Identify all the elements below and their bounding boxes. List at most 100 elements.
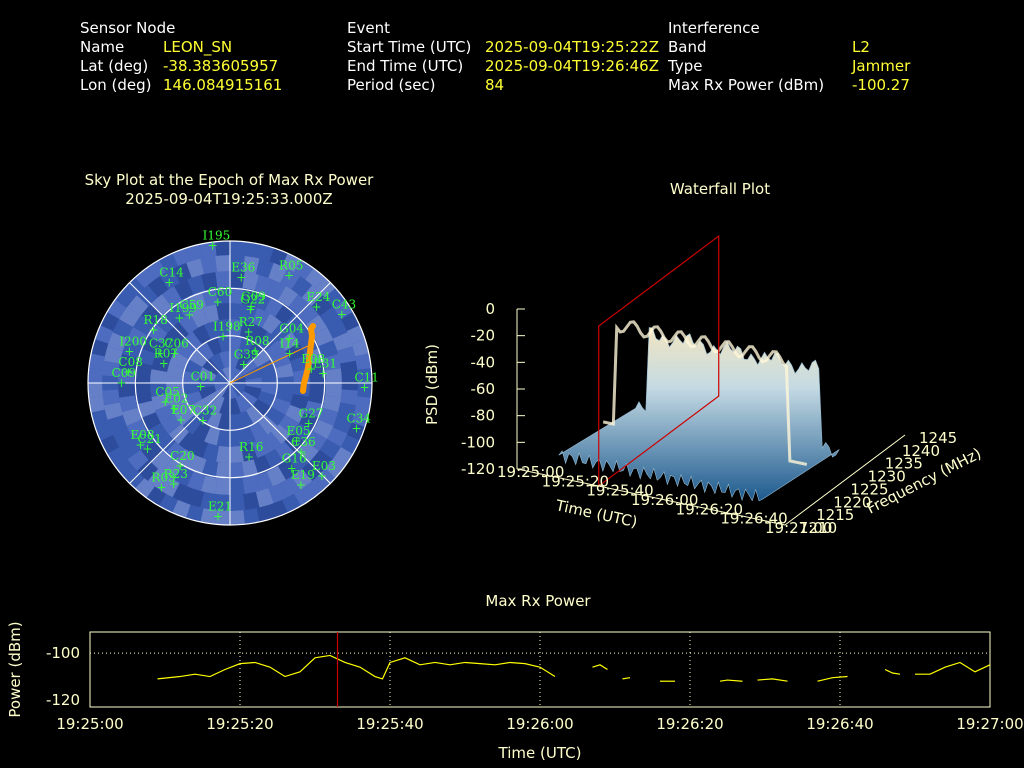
sky-cell (217, 413, 230, 431)
sky-cell (112, 319, 134, 339)
sky-cell (88, 353, 105, 370)
sky-cell (230, 383, 246, 391)
sky-cell (154, 432, 176, 454)
sky-cell (201, 288, 219, 307)
sky-cell (174, 466, 194, 487)
sky-cell (242, 271, 259, 291)
sky-cell (172, 262, 192, 283)
power-axis-label: Power (dBm) (6, 621, 24, 717)
sky-cell (230, 478, 245, 495)
sky-cell (151, 355, 170, 372)
time-tick-label: 19:26:40 (720, 510, 787, 528)
sky-cell (242, 475, 259, 495)
satellite-marker: + (284, 331, 294, 345)
sky-cell (230, 287, 245, 304)
satellite-marker: + (208, 239, 218, 253)
sky-cell (209, 352, 225, 371)
sky-cell (230, 462, 245, 479)
sky-cell (214, 383, 230, 391)
interference-type-value: Jammer (852, 57, 911, 75)
sky-cell (292, 423, 314, 443)
time-tick-label: 19:27:00 (765, 519, 832, 537)
sky-cell (133, 431, 154, 452)
sky-cell (183, 391, 203, 407)
satellite-marker: + (198, 413, 208, 427)
maxpower-plot: -100 -120 19:25:00 19:25:20 19:25:40 19:26:00… (6, 621, 1024, 762)
satellite-label: C59 (179, 298, 203, 312)
sensor-heading: Sensor Node (80, 19, 176, 37)
sky-cell (198, 385, 217, 399)
sky-cell (319, 306, 341, 327)
satellite-marker: + (169, 347, 179, 361)
time-axis-label: Time (UTC) (553, 496, 639, 531)
sky-cell (313, 327, 334, 347)
sky-cell (260, 383, 278, 396)
sky-cell (235, 395, 251, 414)
sky-cell (182, 415, 202, 435)
time-tick-label: 19:26:40 (806, 715, 873, 733)
sky-cell (222, 367, 230, 383)
sky-cell (230, 241, 246, 256)
sky-cell (215, 478, 230, 495)
sky-cell (190, 438, 209, 459)
satellite-marker: + (296, 445, 306, 459)
sky-cell (200, 241, 217, 258)
sky-cell (112, 427, 134, 447)
time-tick-label: 19:25:20 (206, 715, 273, 733)
satellite-label: I200 (119, 335, 147, 349)
satellite-label: G39 (234, 347, 259, 361)
sky-cell (103, 346, 123, 364)
satellite-label: E02 (164, 392, 188, 406)
sky-cell (121, 407, 142, 426)
sky-cell (260, 370, 278, 383)
sky-cell (133, 314, 154, 335)
satellite-label: G22 (240, 293, 265, 307)
sensor-name-value: LEON_SN (163, 38, 233, 56)
sky-cell (265, 407, 286, 426)
psd-tick-label: -60 (471, 380, 496, 398)
event-start-value: 2025-09-04T19:25:22Z (485, 38, 659, 56)
sky-cell (202, 391, 220, 408)
sky-cell (326, 319, 348, 339)
frequency-tick-label: 1210 (799, 519, 837, 537)
sky-cell (243, 508, 260, 525)
sky-cell (337, 402, 357, 420)
sky-cell (243, 385, 262, 399)
satellite-marker: + (244, 325, 254, 339)
satellite-marker: + (123, 365, 133, 379)
sky-cell (174, 279, 194, 300)
sky-cell (209, 395, 225, 414)
satellite-marker: + (317, 469, 327, 483)
sky-cell (134, 361, 153, 378)
sky-cell (332, 415, 353, 434)
interference-type-label: Type (668, 57, 703, 75)
satellite-marker: + (169, 402, 179, 416)
sky-cell (118, 368, 135, 383)
sky-cell (278, 459, 299, 480)
sky-cell (241, 288, 259, 307)
sky-cell (201, 459, 219, 478)
sky-cell (243, 255, 260, 275)
sky-cell (243, 241, 260, 258)
sky-cell (166, 388, 185, 403)
sky-cell (215, 271, 230, 288)
power-series-segment (757, 678, 788, 682)
satellite-marker: + (236, 271, 246, 285)
sky-cell (182, 331, 202, 351)
sky-cell (284, 312, 306, 334)
sky-cell (190, 307, 209, 328)
sky-cell (290, 394, 309, 411)
sky-cell (198, 367, 217, 381)
sky-cell (326, 427, 348, 447)
satellite-marker: + (306, 362, 316, 376)
satellite-marker: + (246, 299, 256, 313)
satellite-marker: + (318, 366, 328, 380)
satellite-label: I199 (169, 301, 197, 315)
sky-cell (239, 426, 257, 446)
satellite-marker: + (142, 442, 152, 456)
event-start-label: Start Time (UTC) (347, 38, 472, 56)
satellite-marker: + (160, 395, 170, 409)
sky-cell (280, 268, 301, 290)
satellite-marker: + (284, 269, 294, 283)
sky-cell (301, 284, 324, 307)
